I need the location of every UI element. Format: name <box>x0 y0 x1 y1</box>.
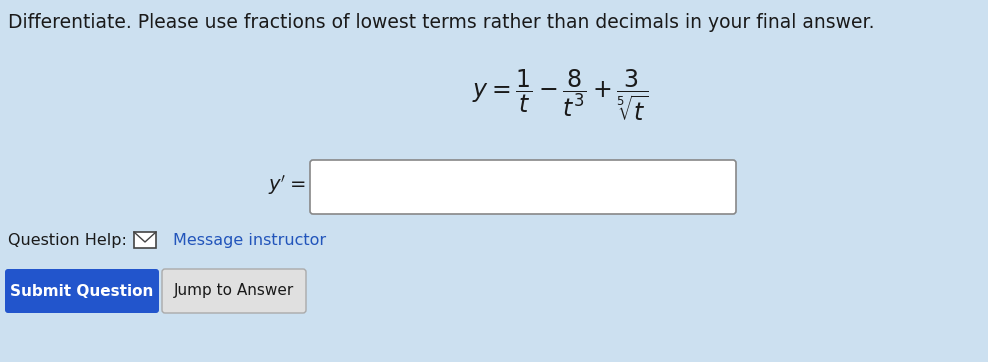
Text: Jump to Answer: Jump to Answer <box>174 283 294 299</box>
FancyBboxPatch shape <box>162 269 306 313</box>
Text: $y = \dfrac{1}{t} - \dfrac{8}{t^3} + \dfrac{3}{\sqrt[5]{t}}$: $y = \dfrac{1}{t} - \dfrac{8}{t^3} + \df… <box>472 67 648 123</box>
FancyBboxPatch shape <box>134 232 156 248</box>
Text: Question Help:: Question Help: <box>8 232 137 248</box>
Text: $y' =$: $y' =$ <box>268 173 305 197</box>
FancyBboxPatch shape <box>310 160 736 214</box>
Text: Message instructor: Message instructor <box>173 232 326 248</box>
Text: Differentiate. Please use fractions of lowest terms rather than decimals in your: Differentiate. Please use fractions of l… <box>8 13 874 31</box>
FancyBboxPatch shape <box>5 269 159 313</box>
Text: Submit Question: Submit Question <box>10 283 154 299</box>
